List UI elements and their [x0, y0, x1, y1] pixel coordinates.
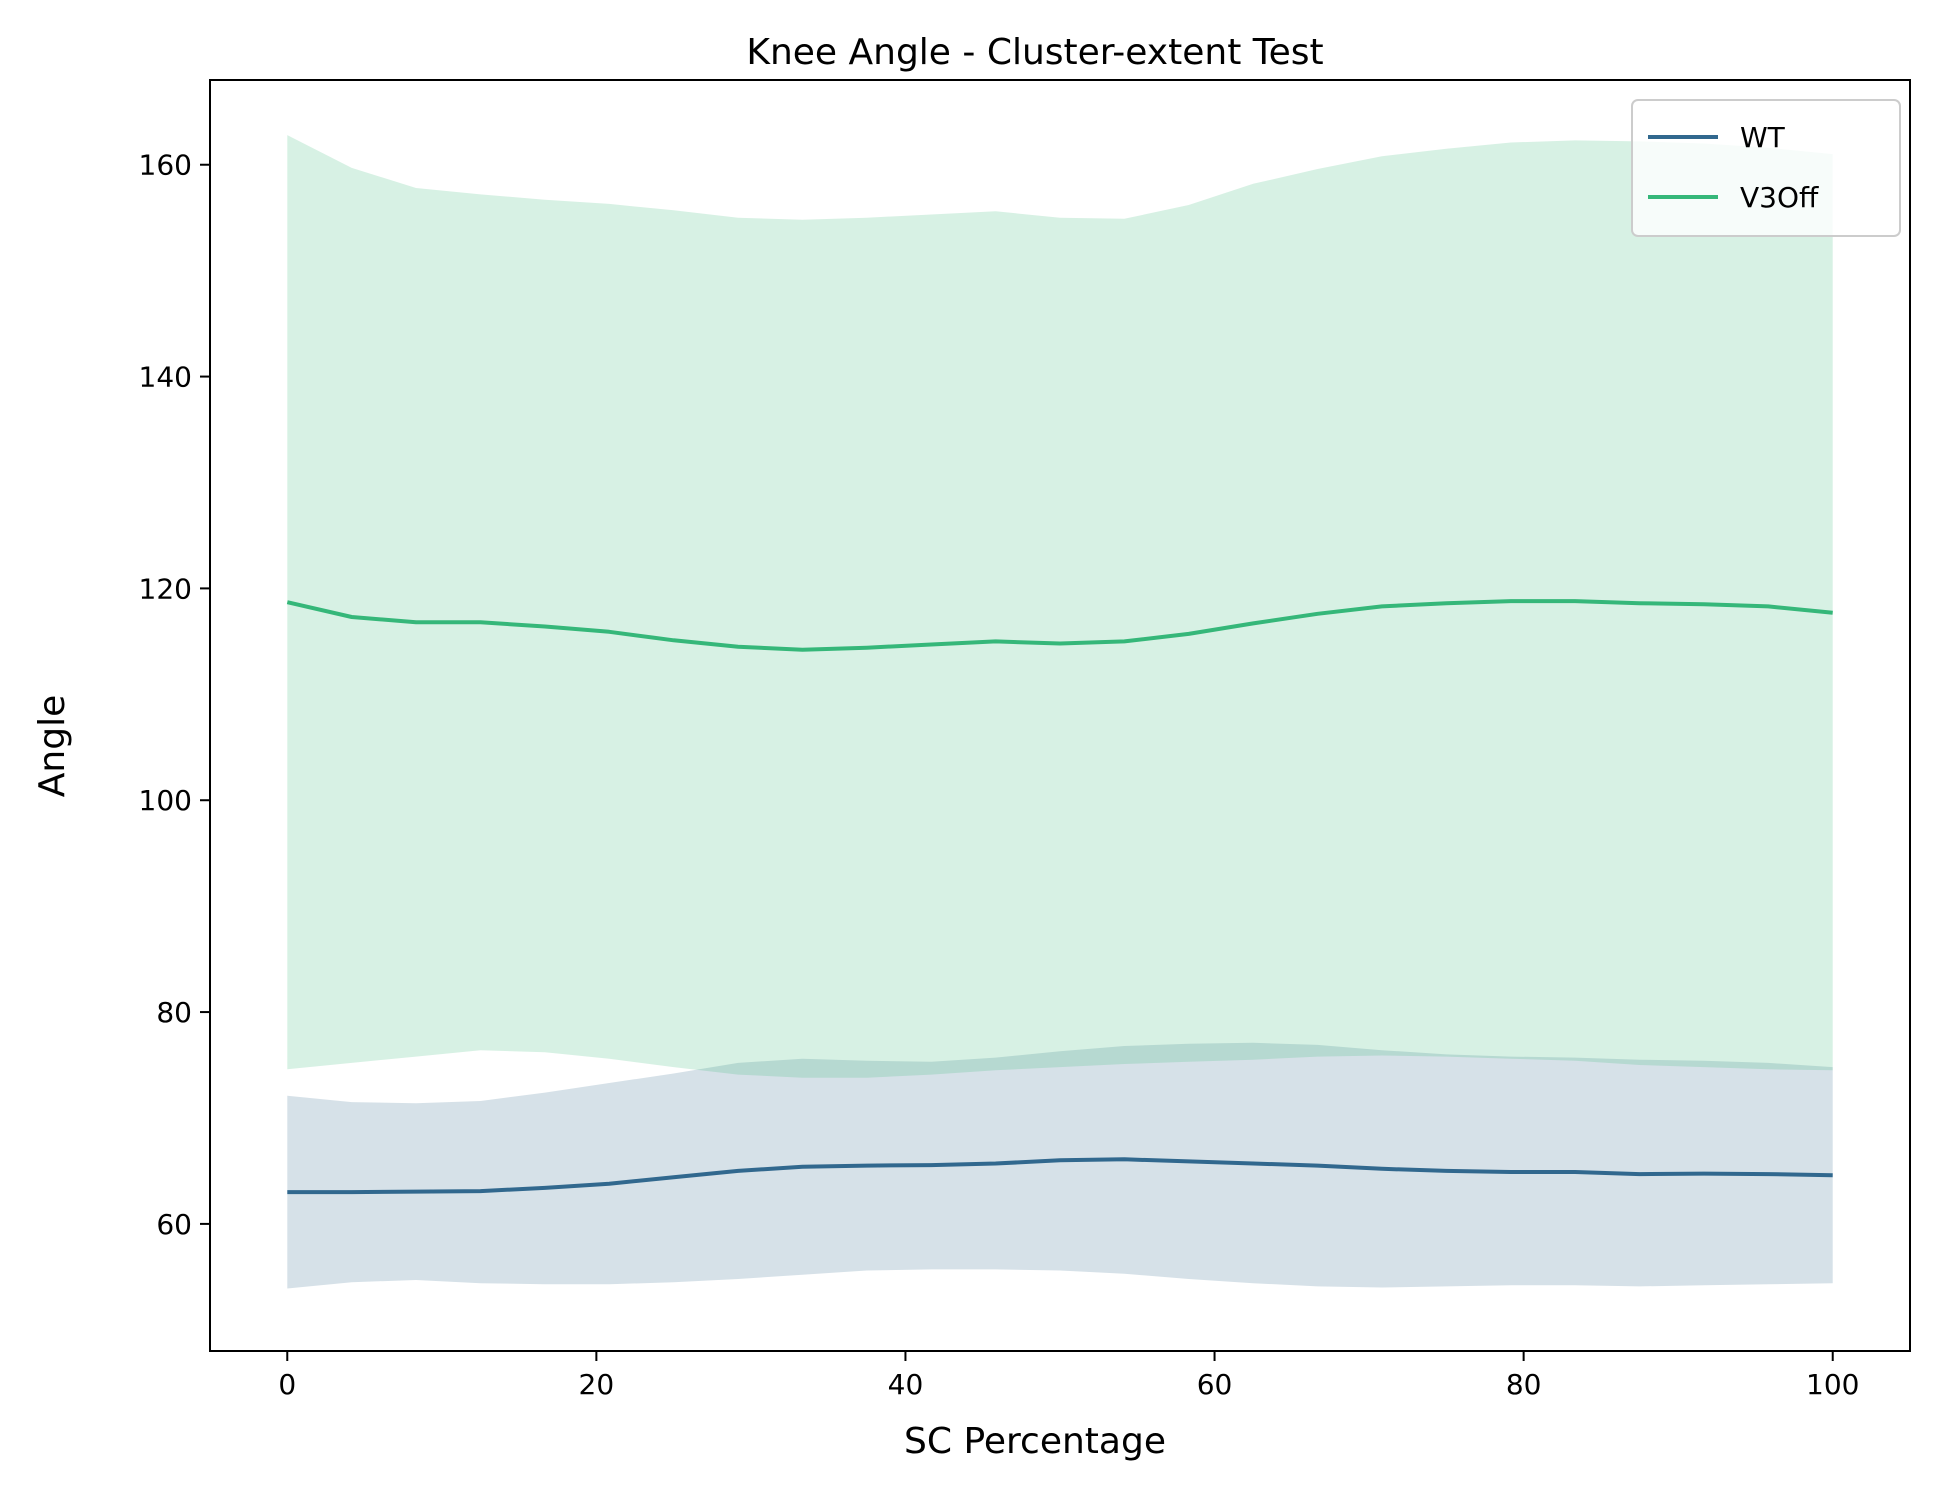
- y-axis-ticks: 60 80 100 120 140 160: [139, 149, 210, 1241]
- x-tick-label: 100: [1806, 1368, 1859, 1401]
- x-axis-ticks: 0 20 40 60 80 100: [278, 1351, 1859, 1401]
- x-tick-label: 0: [278, 1368, 296, 1401]
- legend-label: V3Off: [1740, 181, 1819, 214]
- y-tick-label: 140: [139, 361, 192, 394]
- legend-label: WT: [1740, 121, 1786, 154]
- x-axis-label: SC Percentage: [904, 1421, 1166, 1462]
- band-wt: [287, 1042, 1833, 1289]
- confidence-bands: [287, 135, 1833, 1289]
- y-tick-label: 100: [139, 784, 192, 817]
- y-tick-label: 120: [139, 572, 192, 605]
- series-lines: [286, 599, 1833, 1195]
- legend-box: [1631, 99, 1901, 237]
- x-tick-label: 80: [1506, 1368, 1542, 1401]
- chart-title: Knee Angle - Cluster-extent Test: [746, 32, 1323, 73]
- x-tick-label: 20: [579, 1368, 615, 1401]
- plot-frame: [209, 79, 1911, 1352]
- legend: WT V3Off: [1631, 99, 1901, 237]
- band-v3off: [287, 135, 1833, 1078]
- y-axis-label: Angle: [32, 695, 73, 797]
- x-tick-label: 60: [1197, 1368, 1233, 1401]
- line-wt: [287, 1157, 1833, 1195]
- y-tick-label: 80: [156, 996, 192, 1029]
- y-tick-label: 60: [156, 1208, 192, 1241]
- line-v3off: [286, 599, 1833, 652]
- y-tick-label: 160: [139, 149, 192, 182]
- x-tick-label: 40: [888, 1368, 924, 1401]
